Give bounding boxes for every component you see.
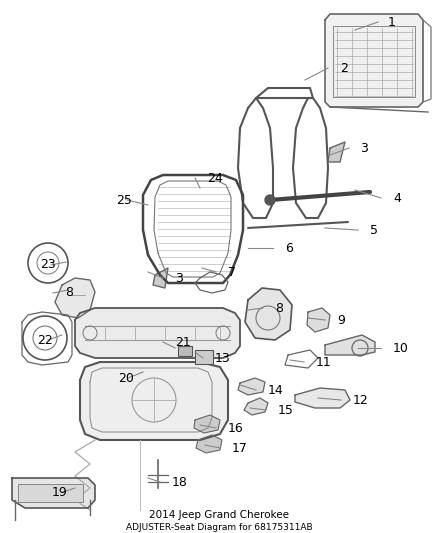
Text: 14: 14 bbox=[268, 384, 284, 397]
Text: 8: 8 bbox=[65, 287, 73, 300]
Polygon shape bbox=[245, 288, 292, 340]
Polygon shape bbox=[194, 415, 220, 433]
Text: 25: 25 bbox=[116, 193, 132, 206]
Polygon shape bbox=[295, 388, 350, 408]
Text: 6: 6 bbox=[285, 241, 293, 254]
Text: 16: 16 bbox=[228, 422, 244, 434]
Text: 2014 Jeep Grand Cherokee: 2014 Jeep Grand Cherokee bbox=[149, 510, 289, 520]
Text: 12: 12 bbox=[353, 393, 369, 407]
Text: 4: 4 bbox=[393, 191, 401, 205]
Polygon shape bbox=[325, 14, 423, 107]
Polygon shape bbox=[328, 142, 345, 162]
Text: 3: 3 bbox=[175, 271, 183, 285]
Text: 9: 9 bbox=[337, 313, 345, 327]
Polygon shape bbox=[75, 308, 240, 358]
Polygon shape bbox=[307, 308, 330, 332]
Text: 5: 5 bbox=[370, 223, 378, 237]
Text: 17: 17 bbox=[232, 441, 248, 455]
Text: 24: 24 bbox=[207, 172, 223, 184]
Polygon shape bbox=[325, 335, 375, 355]
Polygon shape bbox=[244, 398, 268, 415]
Text: 19: 19 bbox=[52, 486, 68, 498]
Polygon shape bbox=[12, 478, 95, 508]
Text: 23: 23 bbox=[40, 259, 56, 271]
Text: 2: 2 bbox=[340, 61, 348, 75]
Bar bbox=[195, 350, 213, 364]
Text: 22: 22 bbox=[37, 334, 53, 346]
Polygon shape bbox=[80, 362, 228, 440]
Text: 13: 13 bbox=[215, 351, 231, 365]
Text: ADJUSTER-Seat Diagram for 68175311AB: ADJUSTER-Seat Diagram for 68175311AB bbox=[126, 522, 312, 531]
Bar bbox=[18, 484, 83, 502]
Text: 3: 3 bbox=[360, 141, 368, 155]
Bar bbox=[178, 346, 192, 356]
Polygon shape bbox=[238, 378, 265, 395]
Text: 21: 21 bbox=[175, 335, 191, 349]
Text: 20: 20 bbox=[118, 372, 134, 384]
Polygon shape bbox=[55, 278, 95, 318]
Text: 15: 15 bbox=[278, 403, 294, 416]
Circle shape bbox=[265, 195, 275, 205]
Text: 7: 7 bbox=[228, 265, 236, 279]
Text: 1: 1 bbox=[388, 15, 396, 28]
Text: 8: 8 bbox=[275, 302, 283, 314]
Polygon shape bbox=[153, 268, 168, 288]
Text: 18: 18 bbox=[172, 475, 188, 489]
Polygon shape bbox=[196, 435, 222, 453]
Text: 11: 11 bbox=[316, 356, 332, 368]
Text: 10: 10 bbox=[393, 342, 409, 354]
